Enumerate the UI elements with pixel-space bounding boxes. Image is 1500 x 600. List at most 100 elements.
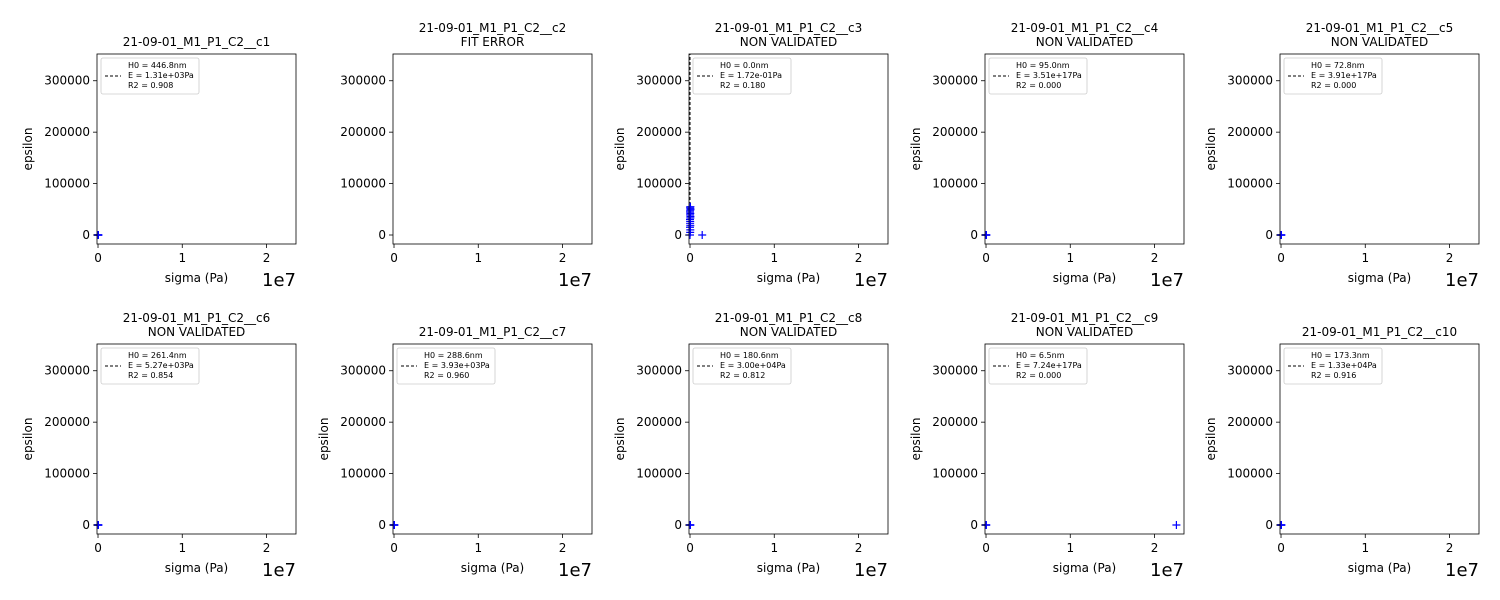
y-tick-label: 300000 bbox=[932, 74, 978, 88]
legend-box bbox=[396, 347, 496, 385]
legend-entry: H0 = 6.5nm bbox=[1016, 351, 1065, 360]
legend-entry: R2 = 0.812 bbox=[720, 371, 765, 380]
legend-entry: E = 3.93e+03Pa bbox=[424, 361, 490, 370]
y-axis-label: epsilon bbox=[909, 128, 923, 171]
x-offset-text: 1e7 bbox=[854, 270, 888, 291]
subplot-title: 21-09-01_M1_P1_C2__c8 bbox=[715, 311, 863, 325]
subplot-title: 21-09-01_M1_P1_C2__c9 bbox=[1011, 311, 1159, 325]
legend-entry: E = 5.27e+03Pa bbox=[128, 361, 194, 370]
subplot-title: 21-09-01_M1_P1_C2__c2 bbox=[419, 21, 567, 35]
x-axis-label: sigma (Pa) bbox=[1053, 561, 1116, 575]
subplot-title: 21-09-01_M1_P1_C2__c5 bbox=[1306, 21, 1454, 35]
legend-box bbox=[100, 57, 200, 95]
y-tick-label: 100000 bbox=[44, 467, 90, 481]
y-tick-label: 0 bbox=[1265, 228, 1273, 242]
legend-entry: E = 7.24e+17Pa bbox=[1016, 361, 1082, 370]
subplot-title: 21-09-01_M1_P1_C2__c7 bbox=[419, 325, 567, 339]
y-axis-label: epsilon bbox=[317, 418, 331, 461]
data-point bbox=[1172, 521, 1181, 529]
x-tick-label: 0 bbox=[94, 541, 102, 555]
y-axis-label: epsilon bbox=[613, 128, 627, 171]
y-axis-label: epsilon bbox=[1204, 128, 1218, 171]
y-tick-label: 100000 bbox=[340, 467, 386, 481]
legend-entry: R2 = 0.180 bbox=[720, 81, 765, 90]
x-tick-label: 0 bbox=[686, 541, 694, 555]
x-axis-label: sigma (Pa) bbox=[757, 271, 820, 285]
legend-entry: H0 = 446.8nm bbox=[128, 61, 187, 70]
y-tick-label: 100000 bbox=[636, 467, 682, 481]
x-offset-text: 1e7 bbox=[262, 270, 296, 291]
subplot-title: 21-09-01_M1_P1_C2__c6 bbox=[123, 311, 271, 325]
y-axis-label: epsilon bbox=[613, 418, 627, 461]
x-axis-label: sigma (Pa) bbox=[1348, 271, 1411, 285]
x-offset-text: 1e7 bbox=[1445, 270, 1479, 291]
y-tick-label: 200000 bbox=[636, 415, 682, 429]
x-tick-label: 0 bbox=[686, 251, 694, 265]
y-tick-label: 200000 bbox=[340, 125, 386, 139]
y-tick-label: 200000 bbox=[44, 415, 90, 429]
y-tick-label: 300000 bbox=[44, 74, 90, 88]
x-offset-text: 1e7 bbox=[1150, 270, 1184, 291]
legend-entry: H0 = 288.6nm bbox=[424, 351, 483, 360]
x-offset-text: 1e7 bbox=[262, 560, 296, 581]
x-tick-label: 0 bbox=[1277, 541, 1285, 555]
x-tick-label: 1 bbox=[770, 541, 778, 555]
subplot-1: 21-09-01_M1_P1_C2__c1 0 1 2 0 100000 200000 300… bbox=[21, 35, 297, 291]
legend-entry: R2 = 0.000 bbox=[1016, 81, 1061, 90]
x-tick-label: 0 bbox=[390, 541, 398, 555]
y-tick-label: 300000 bbox=[636, 74, 682, 88]
legend-entry: H0 = 180.6nm bbox=[720, 351, 779, 360]
y-axis-label: epsilon bbox=[21, 128, 35, 171]
data-point bbox=[686, 202, 695, 211]
y-axis-label: epsilon bbox=[1204, 418, 1218, 461]
x-offset-text: 1e7 bbox=[1445, 560, 1479, 581]
x-tick-label: 2 bbox=[855, 251, 863, 265]
y-tick-label: 300000 bbox=[340, 364, 386, 378]
legend-box bbox=[1283, 57, 1383, 95]
y-tick-label: 100000 bbox=[932, 467, 978, 481]
legend-box bbox=[988, 347, 1088, 385]
y-tick-label: 100000 bbox=[932, 177, 978, 191]
axes-frame bbox=[688, 343, 889, 535]
legend-box bbox=[1283, 347, 1383, 385]
legend-entry: R2 = 0.000 bbox=[1311, 81, 1356, 90]
axes-frame bbox=[984, 53, 1185, 245]
y-axis-label: epsilon bbox=[21, 418, 35, 461]
y-tick-label: 100000 bbox=[44, 177, 90, 191]
x-tick-label: 0 bbox=[94, 251, 102, 265]
y-tick-label: 300000 bbox=[1227, 74, 1273, 88]
legend-entry: H0 = 0.0nm bbox=[720, 61, 769, 70]
legend-entry: E = 1.72e-01Pa bbox=[720, 71, 782, 80]
legend-entry: H0 = 95.0nm bbox=[1016, 61, 1070, 70]
legend-entry: E = 3.51e+17Pa bbox=[1016, 71, 1082, 80]
axes-frame bbox=[1279, 343, 1480, 535]
x-axis-label: sigma (Pa) bbox=[165, 271, 228, 285]
legend-entry: E = 3.91e+17Pa bbox=[1311, 71, 1377, 80]
legend-box bbox=[988, 57, 1088, 95]
x-tick-label: 0 bbox=[390, 251, 398, 265]
legend-box bbox=[100, 347, 200, 385]
subplot-subtitle: NON VALIDATED bbox=[740, 35, 838, 49]
x-offset-text: 1e7 bbox=[558, 270, 592, 291]
subplot-subtitle: NON VALIDATED bbox=[1331, 35, 1429, 49]
x-tick-label: 1 bbox=[1066, 541, 1074, 555]
subplot-title: 21-09-01_M1_P1_C2__c1 bbox=[123, 35, 271, 49]
legend-entry: R2 = 0.854 bbox=[128, 371, 173, 380]
data-point bbox=[698, 231, 707, 239]
y-tick-label: 200000 bbox=[44, 125, 90, 139]
x-tick-label: 1 bbox=[1361, 541, 1369, 555]
subplot-title: 21-09-01_M1_P1_C2__c3 bbox=[715, 21, 863, 35]
y-axis-label: epsilon bbox=[909, 418, 923, 461]
x-offset-text: 1e7 bbox=[558, 560, 592, 581]
x-tick-label: 0 bbox=[982, 541, 990, 555]
x-tick-label: 0 bbox=[1277, 251, 1285, 265]
y-tick-label: 0 bbox=[1265, 518, 1273, 532]
subplot-subtitle: NON VALIDATED bbox=[1036, 325, 1134, 339]
y-tick-label: 300000 bbox=[44, 364, 90, 378]
